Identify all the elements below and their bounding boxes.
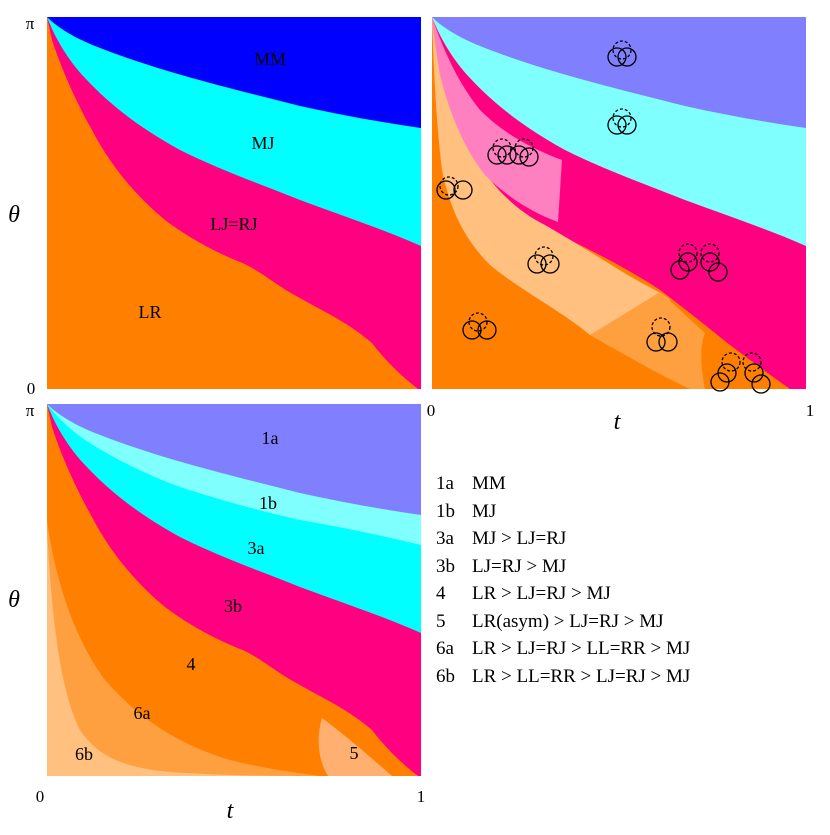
region-label-3b: 3b [224, 596, 242, 616]
x-axis-label-bottom: t [227, 798, 235, 824]
legend-text: MJ > LJ=RJ [472, 528, 567, 549]
glyph-ljrj-1 [670, 243, 698, 280]
region-label-ljrj: LJ=RJ [210, 214, 257, 234]
region-6b [47, 530, 320, 776]
glyph-asym-2 [742, 352, 771, 394]
glyph-mid-orange [646, 317, 678, 352]
legend-code: 3b [436, 555, 455, 577]
glyph-light-orange [527, 246, 560, 274]
region-label-lr: LR [138, 302, 161, 322]
region-label-6b: 6b [75, 744, 93, 764]
panel-top-left: MM MJ LJ=RJ LR [47, 17, 421, 389]
legend-code: 3a [436, 528, 454, 549]
legend-row-3b: 3b LJ=RJ > MJ [436, 553, 826, 581]
legend-row-5: 5 LR(asym) > LJ=RJ > MJ [436, 608, 826, 636]
glyph-lr [462, 312, 497, 340]
glyph-light-pink-2 [509, 138, 539, 167]
legend-code: 6a [436, 638, 454, 659]
panel-top-right [432, 17, 806, 394]
legend-row-1b: 1b MJ [436, 498, 826, 526]
legend-text: LR > LJ=RJ > MJ [472, 583, 611, 604]
legend-row-4: 4 LR > LJ=RJ > MJ [436, 580, 826, 608]
y-tick-zero-top: 0 [27, 379, 36, 398]
region-label-mj: MJ [251, 133, 274, 153]
region-mm [47, 17, 421, 128]
region-label-4: 4 [187, 654, 196, 674]
region-label-3a: 3a [248, 538, 265, 558]
legend: 1a MM 1b MJ 3a MJ > LJ=RJ 3b LJ=RJ > MJ 4 LR … [436, 470, 826, 690]
x-tick-zero-bottom: 0 [36, 787, 45, 806]
tr-region-mm [432, 17, 806, 128]
legend-text: MM [472, 473, 506, 494]
axis-labels: π 0 θ 0 1 t π θ 0 1 t [8, 14, 814, 824]
region-label-1a: 1a [262, 428, 279, 448]
x-tick-one-bottom: 1 [417, 787, 426, 806]
legend-row-6a: 6a LR > LJ=RJ > LL=RR > MJ [436, 635, 826, 663]
region-label-mm: MM [254, 49, 286, 69]
tr-region-light-orange [432, 17, 670, 335]
region-6a [47, 520, 320, 776]
region-label-1b: 1b [259, 493, 277, 513]
region-label-6a: 6a [134, 703, 151, 723]
y-axis-label-top: θ [8, 202, 20, 228]
legend-code: 1a [436, 473, 454, 494]
tr-region-light-pink [432, 17, 562, 222]
legend-text: LR > LL=RR > LJ=RJ > MJ [472, 665, 691, 687]
legend-row-3a: 3a MJ > LJ=RJ [436, 525, 826, 553]
configuration-glyphs [436, 40, 771, 394]
legend-code: 1b [436, 500, 455, 522]
glyph-edge-1 [436, 176, 473, 200]
region-5 [318, 718, 392, 776]
legend-text: LR(asym) > LJ=RJ > MJ [472, 610, 664, 632]
legend-text: LJ=RJ > MJ [472, 555, 567, 577]
legend-code: 4 [436, 583, 446, 604]
glyph-ljrj-2 [700, 243, 728, 282]
y-axis-label-bottom: θ [8, 587, 20, 613]
legend-code: 5 [436, 610, 446, 632]
legend-row-1a: 1a MM [436, 470, 826, 498]
legend-code: 6b [436, 665, 455, 687]
y-tick-pi-top: π [26, 14, 35, 33]
x-axis-label-top-right: t [614, 409, 622, 435]
x-tick-zero-top-right: 0 [427, 401, 436, 420]
legend-text: LR > LJ=RJ > LL=RR > MJ [472, 638, 691, 659]
legend-row-6b: 6b LR > LL=RR > LJ=RJ > MJ [436, 663, 826, 691]
glyph-light-pink-1 [487, 138, 517, 165]
y-tick-pi-bottom: π [26, 401, 35, 420]
panel-bottom: 1a 1b 3a 3b 4 5 6a 6b [47, 404, 421, 776]
x-tick-one-top-right: 1 [806, 401, 815, 420]
glyph-mj [607, 108, 637, 135]
glyph-mm [607, 40, 637, 67]
region-1a [47, 404, 421, 515]
glyph-asym-1 [710, 352, 741, 392]
region-label-5: 5 [350, 743, 359, 763]
legend-text: MJ [472, 500, 497, 522]
